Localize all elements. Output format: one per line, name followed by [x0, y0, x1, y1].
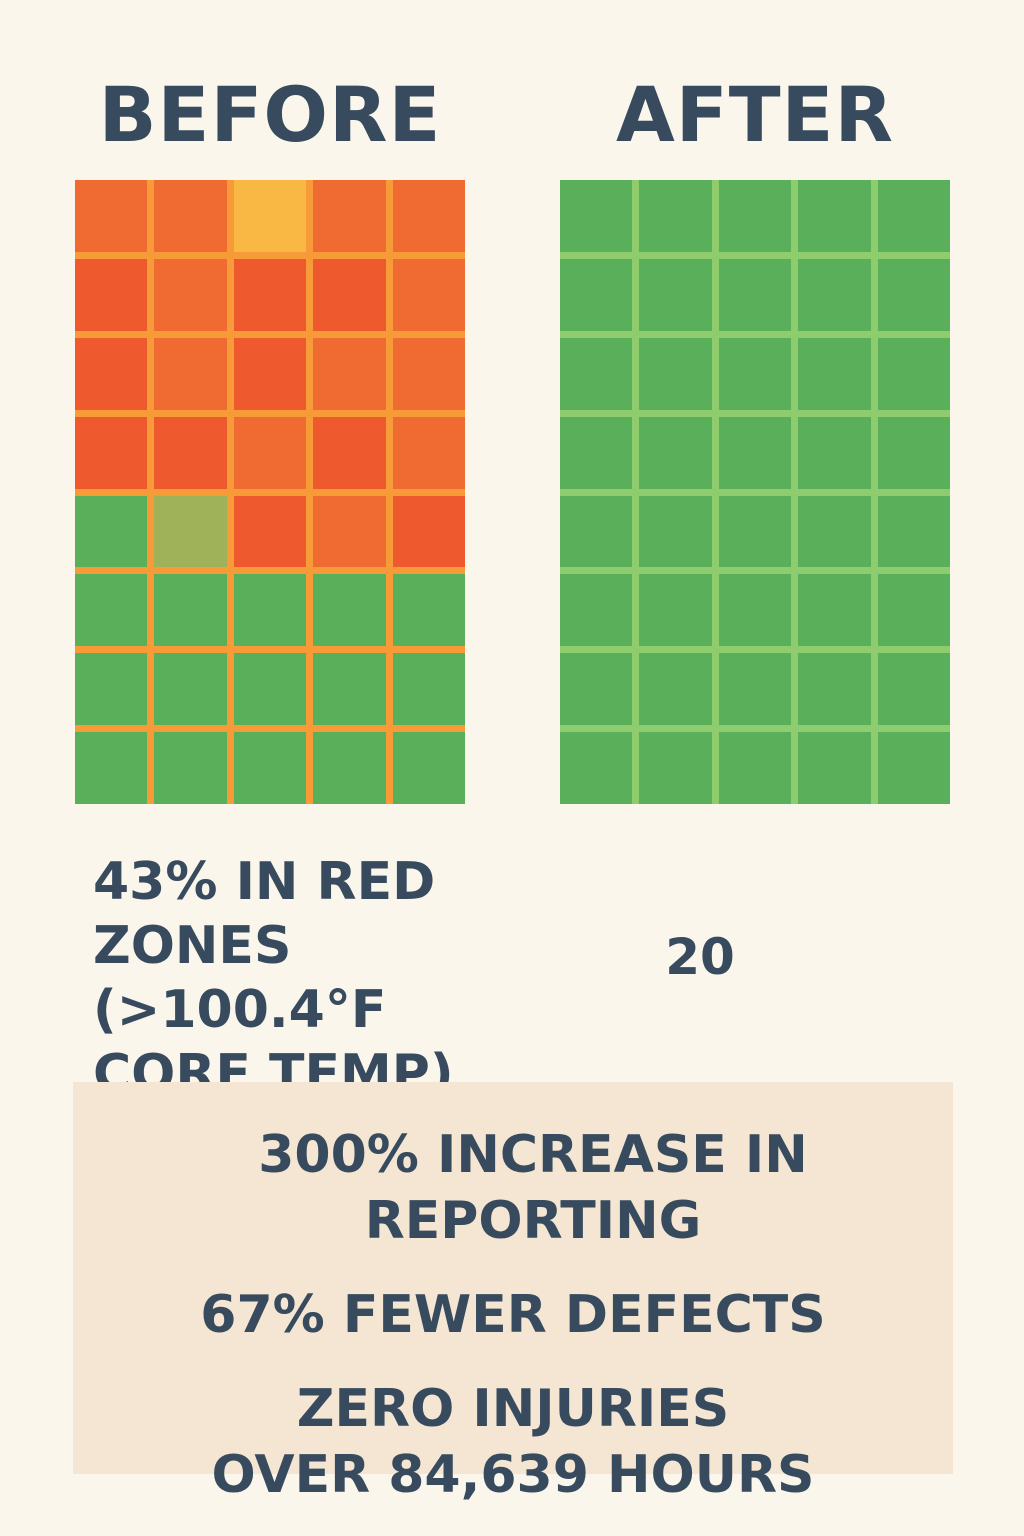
before-cell-r4-c3	[233, 416, 307, 489]
before-cell-r6-c2	[154, 574, 227, 647]
after-annotation: 20	[665, 928, 735, 986]
after-cell-r6-c1	[560, 574, 633, 647]
before-cell-r2-c4	[313, 258, 386, 331]
result-injuries-line2: OVER 84,639 HOURS	[211, 1445, 815, 1505]
after-cell-r3-c5	[877, 337, 950, 410]
after-cell-r4-c2	[639, 416, 712, 489]
after-cell-r3-c2	[639, 337, 712, 410]
before-cell-r1-c3	[233, 180, 307, 252]
after-cell-r5-c5	[877, 495, 950, 568]
before-cell-r8-c3	[233, 732, 307, 804]
after-cell-r1-c4	[798, 180, 871, 252]
after-cell-r2-c4	[798, 258, 871, 331]
before-cell-r8-c1	[75, 732, 148, 804]
before-cell-r8-c4	[313, 732, 386, 804]
before-cell-r7-c1	[75, 653, 148, 726]
after-cell-r6-c2	[639, 574, 712, 647]
after-cell-r2-c1	[560, 258, 633, 331]
after-cell-r7-c3	[718, 653, 792, 726]
after-cell-r6-c5	[877, 574, 950, 647]
after-cell-r1-c1	[560, 180, 633, 252]
after-title: AFTER	[615, 70, 894, 159]
before-cell-r4-c5	[392, 416, 465, 489]
after-cell-r2-c3	[718, 258, 792, 331]
after-cell-r4-c4	[798, 416, 871, 489]
after-cell-r7-c1	[560, 653, 633, 726]
after-cell-r7-c4	[798, 653, 871, 726]
after-cell-r3-c4	[798, 337, 871, 410]
after-cell-r3-c3	[718, 337, 792, 410]
before-cell-r1-c4	[313, 180, 386, 252]
before-cell-r6-c1	[75, 574, 148, 647]
before-cell-r5-c1	[75, 495, 148, 568]
after-cell-r8-c4	[798, 732, 871, 804]
before-cell-r3-c1	[75, 337, 148, 410]
after-cell-r1-c3	[718, 180, 792, 252]
before-heatmap	[75, 180, 465, 804]
before-cell-r5-c3	[233, 495, 307, 568]
before-cell-r5-c4	[313, 495, 386, 568]
before-cell-r8-c5	[392, 732, 465, 804]
after-cell-r6-c3	[718, 574, 792, 647]
before-annotation: 43% IN RED ZONES (>100.4°F CORE TEMP)	[93, 852, 454, 1104]
after-cell-r1-c5	[877, 180, 950, 252]
result-injuries-line1: ZERO INJURIES	[296, 1379, 730, 1439]
before-cell-r6-c5	[392, 574, 465, 647]
before-cell-r5-c2	[154, 495, 227, 568]
before-cell-r4-c2	[154, 416, 227, 489]
before-cell-r7-c5	[392, 653, 465, 726]
after-cell-r5-c4	[798, 495, 871, 568]
after-cell-r8-c2	[639, 732, 712, 804]
after-cell-r4-c3	[718, 416, 792, 489]
before-cell-r2-c1	[75, 258, 148, 331]
after-cell-r6-c4	[798, 574, 871, 647]
before-title: BEFORE	[98, 70, 442, 159]
before-cell-r3-c5	[392, 337, 465, 410]
before-cell-r3-c3	[233, 337, 307, 410]
after-cell-r4-c5	[877, 416, 950, 489]
after-cell-r8-c1	[560, 732, 633, 804]
after-cell-r5-c2	[639, 495, 712, 568]
before-cell-r2-c3	[233, 258, 307, 331]
after-cell-r4-c1	[560, 416, 633, 489]
after-cell-r8-c3	[718, 732, 792, 804]
before-cell-r1-c2	[154, 180, 227, 252]
before-cell-r4-c4	[313, 416, 386, 489]
before-cell-r7-c4	[313, 653, 386, 726]
before-cell-r6-c3	[233, 574, 307, 647]
result-defects: 67% FEWER DEFECTS	[200, 1285, 826, 1345]
results-panel: 300% INCREASE IN REPORTING 67% FEWER DEF…	[73, 1082, 953, 1505]
before-cell-r8-c2	[154, 732, 227, 804]
after-cell-r1-c2	[639, 180, 712, 252]
before-cell-r2-c5	[392, 258, 465, 331]
after-cell-r2-c2	[639, 258, 712, 331]
before-cell-r7-c2	[154, 653, 227, 726]
before-cell-r6-c4	[313, 574, 386, 647]
before-cell-r3-c4	[313, 337, 386, 410]
after-cell-r5-c3	[718, 495, 792, 568]
result-reporting: 300% INCREASE IN REPORTING	[258, 1125, 808, 1251]
before-cell-r4-c1	[75, 416, 148, 489]
after-heatmap	[560, 180, 950, 804]
after-cell-r8-c5	[877, 732, 950, 804]
after-cell-r5-c1	[560, 495, 633, 568]
before-cell-r5-c5	[392, 495, 465, 568]
after-cell-r7-c5	[877, 653, 950, 726]
before-cell-r3-c2	[154, 337, 227, 410]
before-cell-r7-c3	[233, 653, 307, 726]
result-injuries: ZERO INJURIES OVER 84,639 HOURS	[73, 1376, 953, 1508]
after-cell-r2-c5	[877, 258, 950, 331]
before-cell-r2-c2	[154, 258, 227, 331]
after-cell-r7-c2	[639, 653, 712, 726]
after-cell-r3-c1	[560, 337, 633, 410]
before-cell-r1-c5	[392, 180, 465, 252]
before-cell-r1-c1	[75, 180, 148, 252]
